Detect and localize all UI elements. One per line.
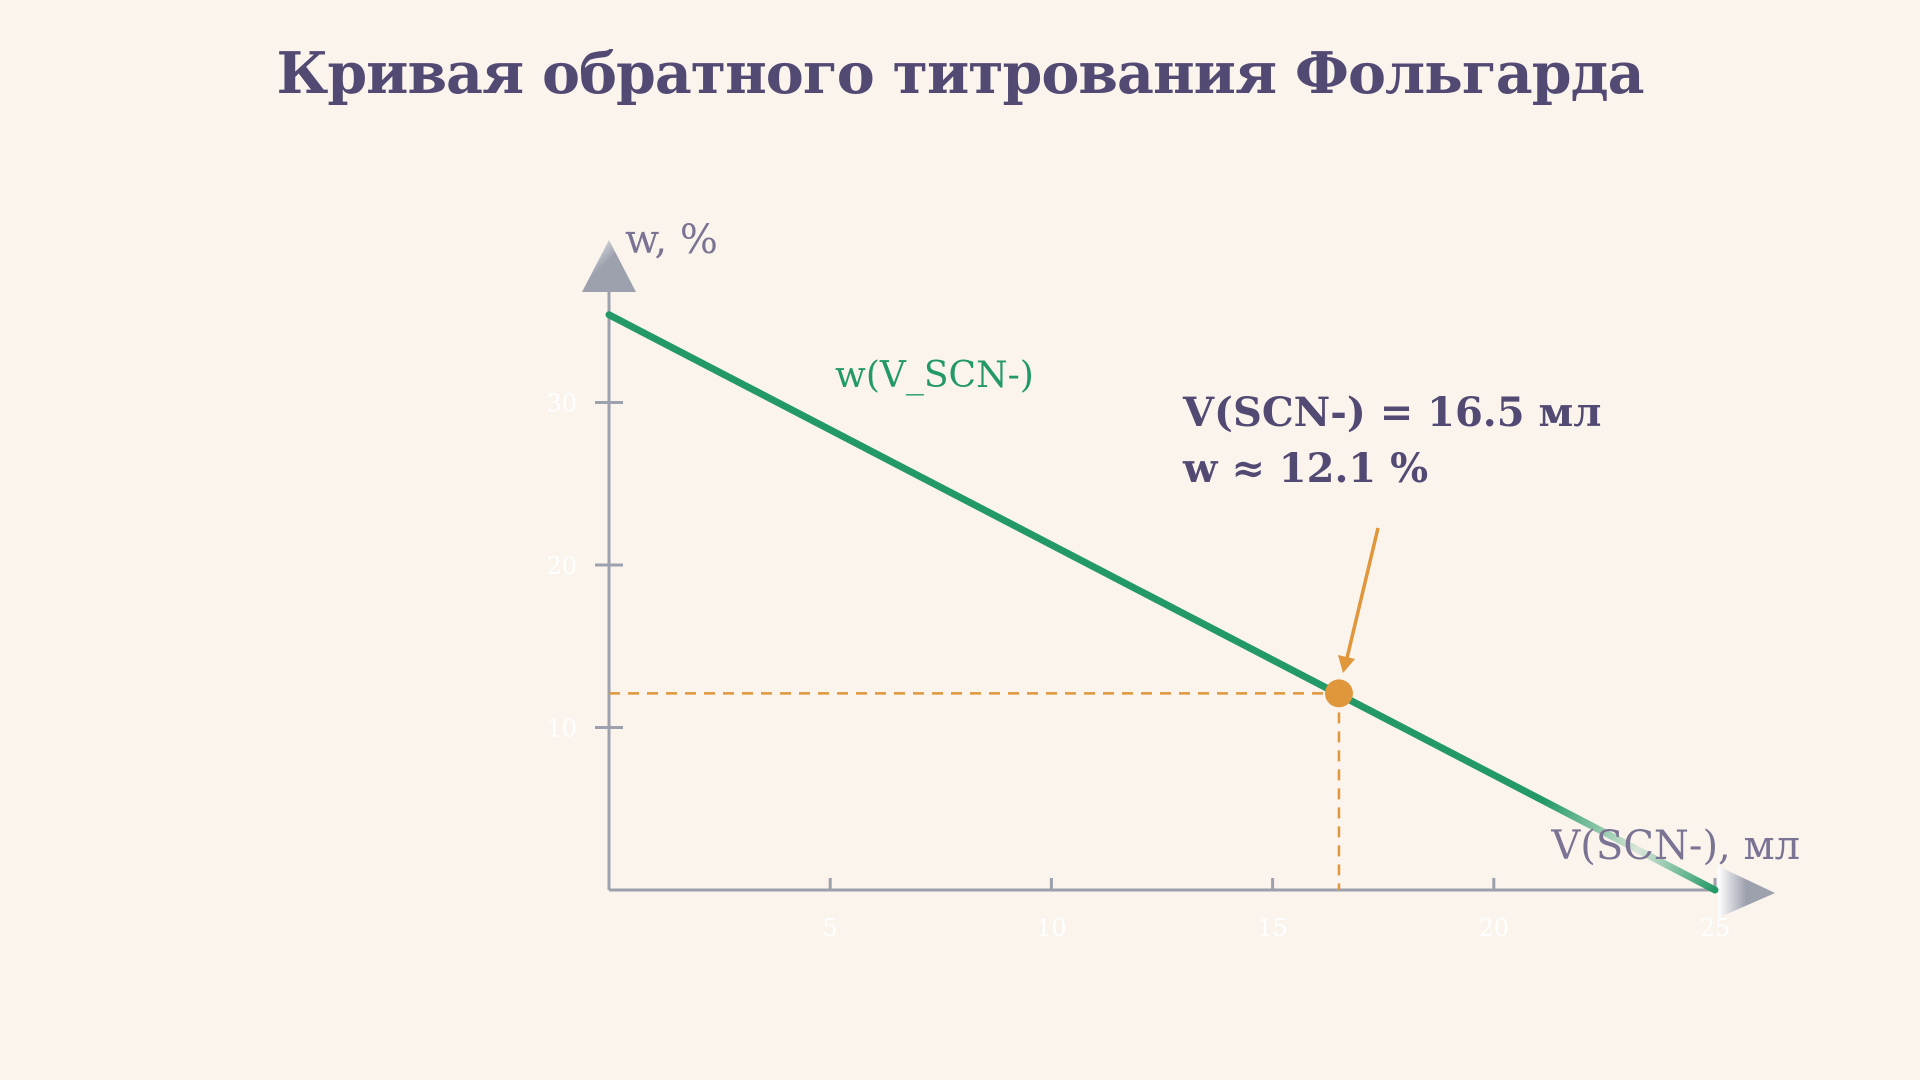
callout-arrow-icon <box>1338 655 1355 673</box>
callout-line-2: w ≈ 12.1 % <box>1182 445 1428 492</box>
x-tick-label: 20 <box>1479 914 1510 942</box>
highlight-point <box>1324 679 1353 708</box>
y-tick-label: 10 <box>546 715 577 743</box>
y-tick-label: 30 <box>546 390 577 418</box>
x-axis-arrow-icon <box>1718 866 1775 918</box>
chart-title: Кривая обратного титрования Фольгарда <box>276 40 1644 107</box>
callout-arrow-line <box>1345 527 1380 659</box>
y-axis-title: w, % <box>625 217 718 263</box>
y-ticks: 10 20 30 <box>546 390 623 743</box>
x-axis-title: V(SCN-), мл <box>1550 823 1800 869</box>
y-tick-label: 20 <box>546 552 577 580</box>
x-ticks: 5 10 15 20 25 <box>823 878 1731 942</box>
series-line <box>605 311 1719 894</box>
x-tick-label: 10 <box>1036 914 1067 942</box>
series-label: w(V_SCN-) <box>835 355 1034 396</box>
x-tick-label: 25 <box>1700 914 1731 942</box>
y-axis-arrow-icon <box>582 240 636 292</box>
x-tick-label: 15 <box>1257 914 1288 942</box>
callout-line-1: V(SCN-) = 16.5 мл <box>1182 389 1601 436</box>
x-tick-label: 5 <box>823 914 838 942</box>
